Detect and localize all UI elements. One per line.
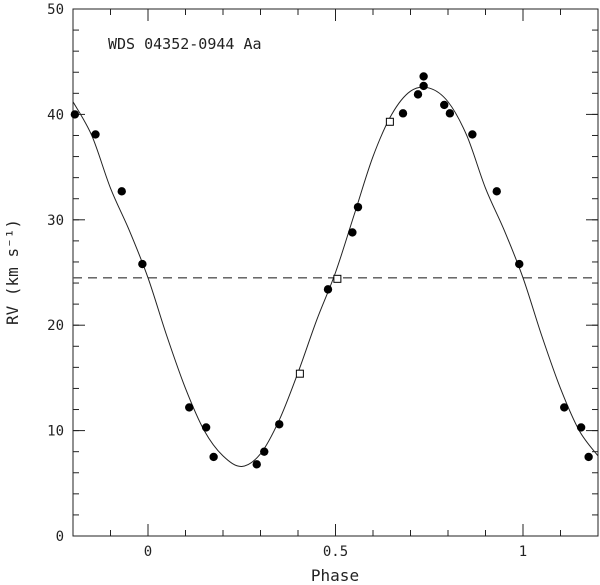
rv-point-filled bbox=[413, 90, 423, 99]
rv-point-filled bbox=[70, 110, 80, 119]
rv-point-filled bbox=[252, 460, 261, 469]
y-tick-label: 40 bbox=[47, 107, 64, 123]
axis-ticks bbox=[72, 8, 599, 537]
x-tick-label: 1 bbox=[519, 544, 527, 560]
x-axis-title: Phase bbox=[311, 566, 359, 585]
rv-point-filled bbox=[353, 202, 363, 212]
y-axis-title: RV (km s⁻¹) bbox=[3, 219, 22, 325]
rv-point-filled bbox=[138, 259, 147, 269]
rv-point-filled bbox=[468, 130, 477, 139]
rv-point-filled bbox=[91, 130, 100, 139]
x-tick-label: 0.5 bbox=[323, 544, 348, 560]
rv-point-filled bbox=[440, 100, 449, 110]
rv-point-filled bbox=[445, 109, 455, 118]
rv-point-filled bbox=[398, 109, 408, 118]
y-tick-label: 20 bbox=[47, 318, 64, 334]
rv-point-filled bbox=[576, 423, 586, 432]
rv-point-filled bbox=[209, 452, 218, 462]
rv-point-filled bbox=[515, 259, 524, 269]
y-tick-label: 0 bbox=[56, 529, 64, 545]
y-tick-label: 30 bbox=[47, 213, 64, 229]
rv-point-open-square bbox=[295, 369, 304, 378]
y-tick-label: 50 bbox=[47, 2, 64, 18]
rv-point-filled bbox=[584, 452, 593, 462]
rv-point-filled bbox=[117, 187, 126, 196]
rv-point-filled bbox=[419, 81, 428, 91]
rv-point-filled bbox=[560, 403, 569, 412]
rv-point-open-square bbox=[333, 274, 342, 283]
rv-point-filled bbox=[492, 187, 501, 196]
rv-point-filled bbox=[323, 285, 333, 294]
rv-point-filled bbox=[185, 403, 194, 412]
chart-title: WDS 04352-0944 Aa bbox=[108, 35, 262, 53]
rv-point-filled bbox=[419, 72, 428, 81]
orbit-fit-curve bbox=[72, 86, 599, 467]
x-tick-label: 0 bbox=[144, 544, 152, 560]
data-points bbox=[70, 72, 593, 469]
y-tick-label: 10 bbox=[47, 424, 64, 440]
rv-point-open-square bbox=[385, 117, 394, 126]
rv-point-filled bbox=[260, 447, 269, 456]
rv-point-filled bbox=[348, 228, 357, 237]
rv-point-filled bbox=[275, 420, 284, 429]
rv-point-filled bbox=[201, 423, 211, 432]
